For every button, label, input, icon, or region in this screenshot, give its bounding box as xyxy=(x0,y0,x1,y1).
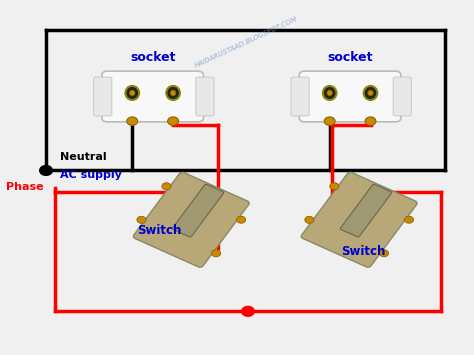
Ellipse shape xyxy=(129,90,135,96)
FancyBboxPatch shape xyxy=(133,172,249,267)
Ellipse shape xyxy=(368,90,373,96)
Circle shape xyxy=(127,117,138,125)
Ellipse shape xyxy=(364,86,377,100)
Ellipse shape xyxy=(126,86,139,100)
Circle shape xyxy=(162,183,171,190)
Text: Neutral: Neutral xyxy=(60,152,106,162)
FancyBboxPatch shape xyxy=(102,71,203,122)
Ellipse shape xyxy=(327,90,332,96)
FancyBboxPatch shape xyxy=(173,184,224,237)
Text: Switch: Switch xyxy=(341,245,385,258)
FancyBboxPatch shape xyxy=(340,184,392,237)
Text: HAIDARUSTAAD.BLOGSPOT.COM: HAIDARUSTAAD.BLOGSPOT.COM xyxy=(193,16,298,69)
Circle shape xyxy=(305,216,314,223)
Circle shape xyxy=(324,117,335,125)
Text: Phase: Phase xyxy=(6,182,44,192)
Ellipse shape xyxy=(323,86,337,100)
Circle shape xyxy=(380,250,389,257)
Circle shape xyxy=(40,165,53,175)
Circle shape xyxy=(330,183,339,190)
Circle shape xyxy=(404,216,413,223)
Circle shape xyxy=(137,216,146,223)
Text: AC supply: AC supply xyxy=(60,169,121,180)
Circle shape xyxy=(211,250,221,257)
Text: Switch: Switch xyxy=(137,224,181,237)
FancyBboxPatch shape xyxy=(393,77,411,116)
Circle shape xyxy=(168,117,179,125)
FancyBboxPatch shape xyxy=(196,77,214,116)
Circle shape xyxy=(242,306,255,316)
Text: socket: socket xyxy=(328,51,373,64)
Circle shape xyxy=(365,117,376,125)
Circle shape xyxy=(237,216,246,223)
Ellipse shape xyxy=(170,90,176,96)
Text: socket: socket xyxy=(130,51,175,64)
FancyBboxPatch shape xyxy=(301,172,417,267)
FancyBboxPatch shape xyxy=(299,71,401,122)
FancyBboxPatch shape xyxy=(291,77,309,116)
Ellipse shape xyxy=(166,86,180,100)
FancyBboxPatch shape xyxy=(94,77,112,116)
